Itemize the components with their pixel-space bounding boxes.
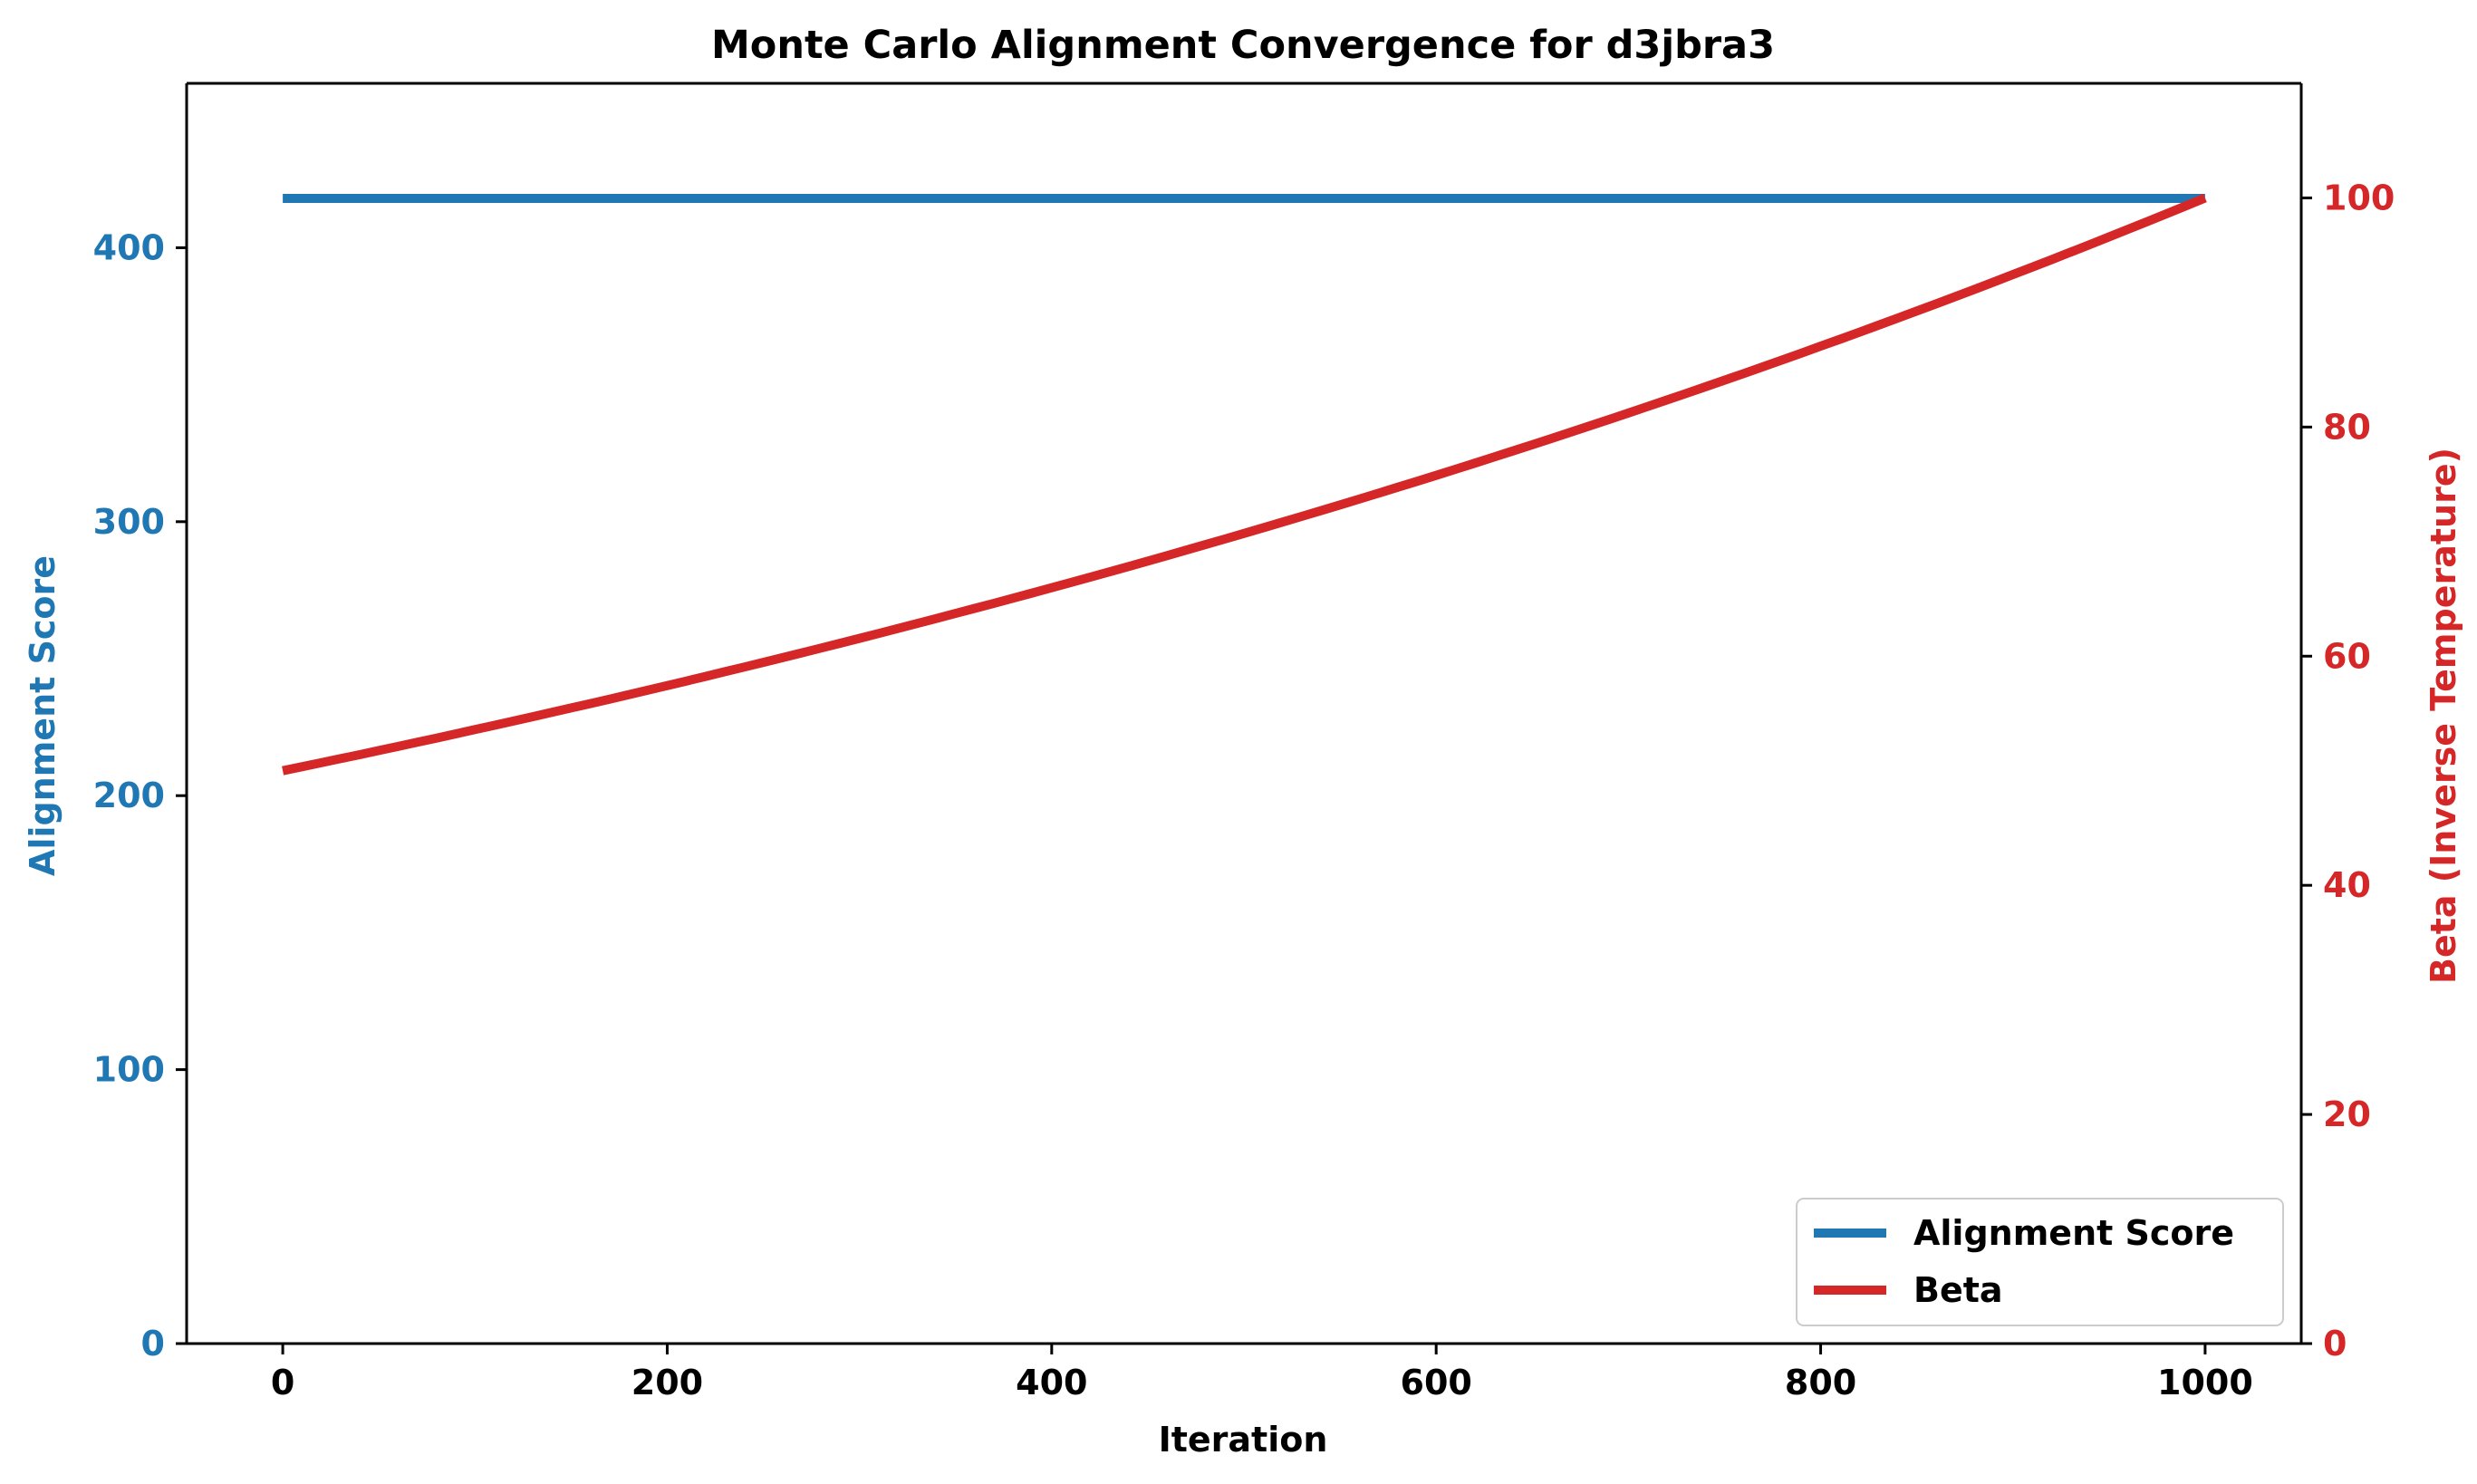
legend-label-alignment-score: Alignment Score (1913, 1213, 2234, 1253)
y-axis-left-label: Alignment Score (23, 555, 63, 876)
x-tick-label: 200 (631, 1363, 703, 1402)
x-tick-label: 400 (1016, 1363, 1087, 1402)
y-right-tick-label: 80 (2323, 407, 2371, 447)
y-left-tick-label: 0 (141, 1324, 165, 1364)
legend-label-beta: Beta (1913, 1270, 2003, 1310)
chart-title: Monte Carlo Alignment Convergence for d3… (711, 23, 1775, 68)
legend-box (1796, 1198, 2284, 1326)
y-left-tick-label: 300 (93, 502, 165, 542)
y-left-tick-label: 200 (93, 776, 165, 815)
series-line-beta (282, 193, 2207, 776)
y-right-tick-label: 60 (2323, 636, 2371, 676)
y-left-tick-label: 400 (93, 227, 165, 267)
plot-area: 0 200 400 600 800 1000 0 100 200 300 400 0 20 40 60 80 1… (93, 82, 2395, 1402)
y-right-tick-label: 0 (2323, 1324, 2347, 1364)
legend: Alignment Score Beta (1796, 1198, 2284, 1326)
x-tick-label: 1000 (2157, 1363, 2253, 1402)
y-right-tick-label: 100 (2323, 178, 2395, 217)
x-axis-label: Iteration (1159, 1420, 1328, 1460)
x-tick-label: 600 (1401, 1363, 1472, 1402)
y-right-tick-label: 20 (2323, 1094, 2371, 1134)
x-tick-label: 0 (271, 1363, 294, 1402)
y-axis-right-label: Beta (Inverse Temperature) (2424, 448, 2463, 984)
y-left-tick-label: 100 (93, 1050, 165, 1090)
y-right-tick-label: 40 (2323, 865, 2371, 905)
x-tick-label: 800 (1785, 1363, 1856, 1402)
